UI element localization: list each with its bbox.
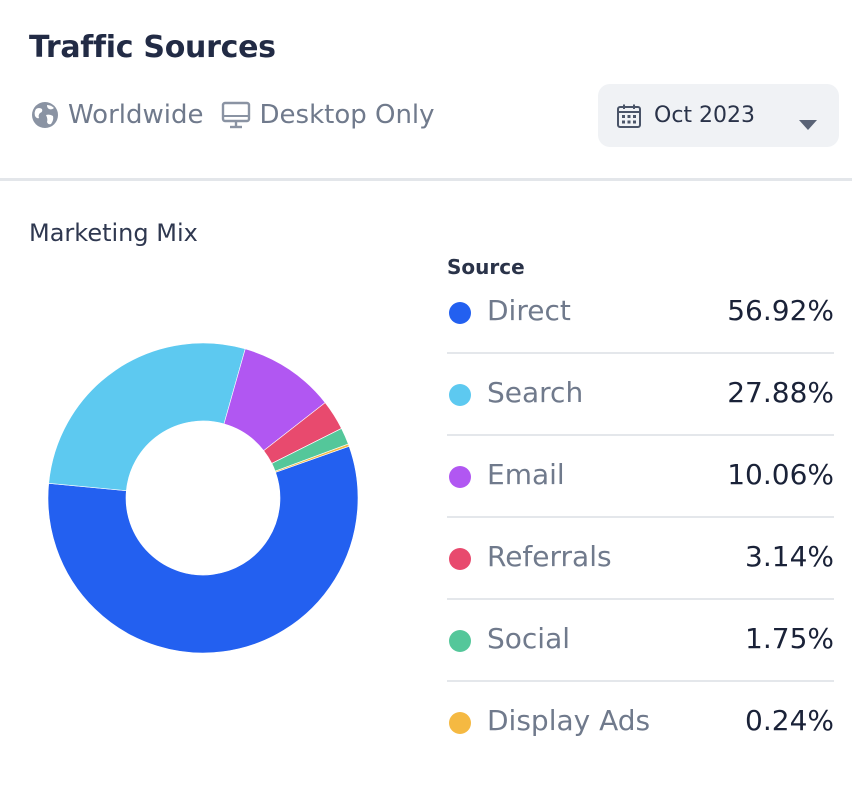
filter-bar: Worldwide Desktop Only: [30, 96, 435, 134]
date-select[interactable]: Oct 2023: [598, 84, 839, 147]
date-select-value: Oct 2023: [654, 103, 756, 128]
donut-chart: [47, 342, 359, 654]
header-divider: [0, 178, 852, 181]
legend-value: 0.24%: [745, 704, 834, 737]
legend-item: Search 27.88%: [447, 354, 834, 436]
legend-label: Direct: [487, 294, 571, 327]
legend-item: Social 1.75%: [447, 600, 834, 682]
legend-dot: [449, 302, 471, 324]
legend-value: 56.92%: [727, 294, 834, 327]
legend-item: Direct 56.92%: [447, 282, 834, 354]
legend-value: 27.88%: [727, 376, 834, 409]
filter-label: Worldwide: [68, 100, 204, 130]
filter-label: Desktop Only: [259, 100, 435, 130]
legend-dot: [449, 630, 471, 652]
legend-label: Display Ads: [487, 704, 651, 737]
chart-title: Marketing Mix: [29, 219, 198, 247]
chevron-down-icon: [799, 111, 817, 136]
legend-item: Display Ads 0.24%: [447, 682, 834, 764]
calendar-icon: [616, 103, 642, 129]
desktop-icon: [220, 99, 252, 131]
globe-icon: [30, 100, 60, 130]
page-title: Traffic Sources: [29, 30, 276, 65]
filter-desktop-only[interactable]: Desktop Only: [220, 99, 435, 131]
legend-label: Social: [487, 622, 571, 655]
legend-item: Email 10.06%: [447, 436, 834, 518]
donut-slice-direct[interactable]: [47, 445, 359, 654]
legend-header: Source: [447, 255, 525, 279]
legend-dot: [449, 712, 471, 734]
chart-legend: Source Direct 56.92% Search 27.88% Email 10.0…: [447, 252, 834, 764]
legend-dot: [449, 384, 471, 406]
legend-label: Email: [487, 458, 565, 491]
donut-slice-search[interactable]: [48, 342, 246, 492]
filter-worldwide[interactable]: Worldwide: [30, 100, 204, 130]
legend-label: Referrals: [487, 540, 612, 573]
legend-value: 1.75%: [745, 622, 834, 655]
legend-value: 10.06%: [727, 458, 834, 491]
legend-item: Referrals 3.14%: [447, 518, 834, 600]
legend-dot: [449, 466, 471, 488]
legend-dot: [449, 548, 471, 570]
legend-label: Search: [487, 376, 584, 409]
legend-value: 3.14%: [745, 540, 834, 573]
donut-slice-display-ads[interactable]: [274, 443, 350, 473]
